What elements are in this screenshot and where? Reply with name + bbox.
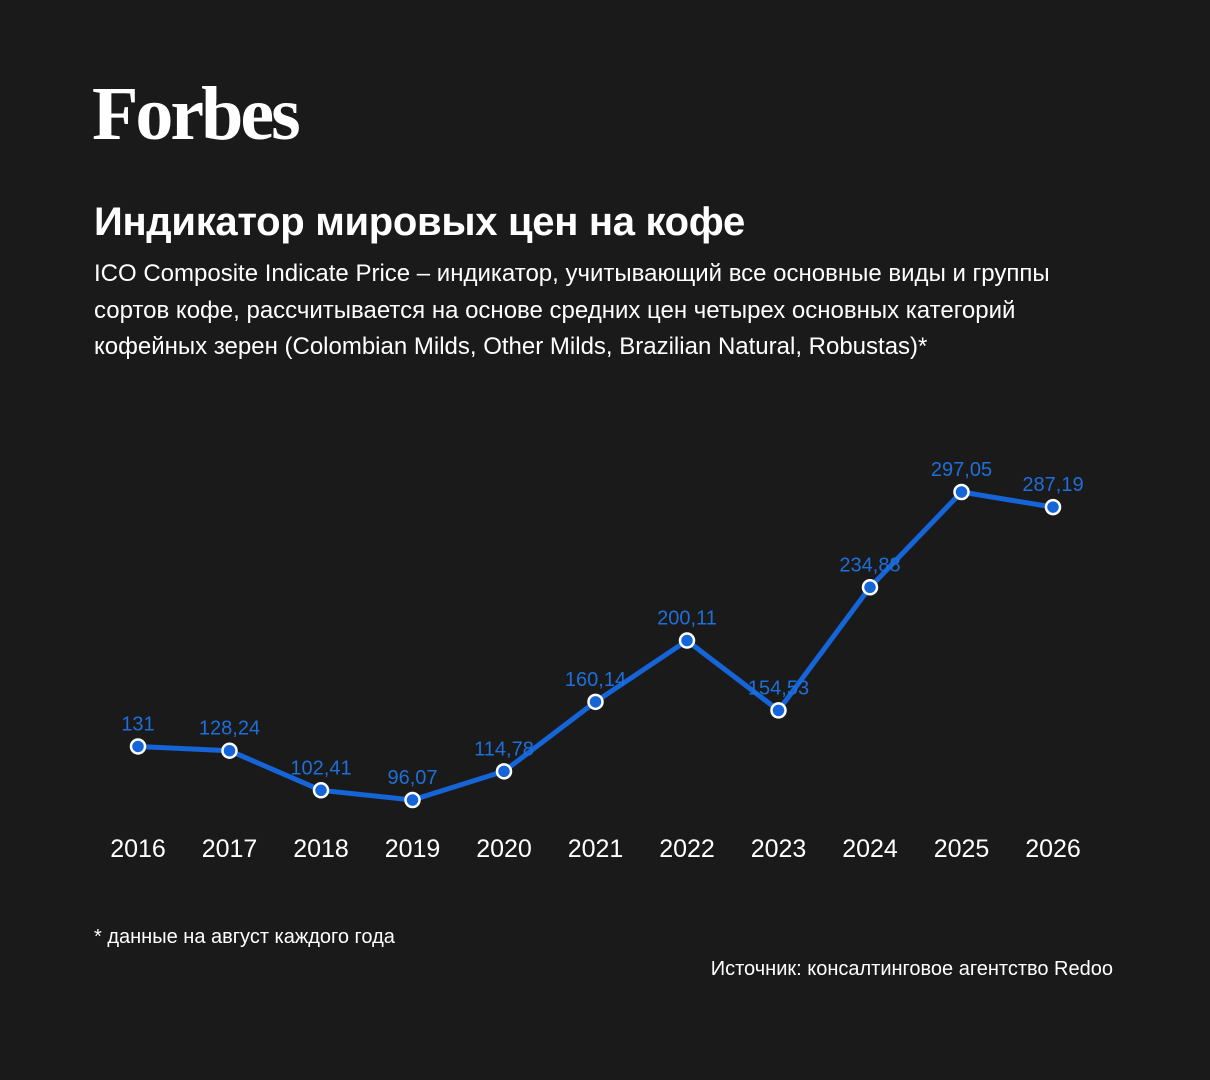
x-tick-label: 2016 — [110, 835, 166, 863]
data-point — [678, 632, 696, 649]
x-tick-label: 2024 — [842, 835, 898, 863]
data-point — [587, 693, 604, 711]
data-point — [495, 763, 513, 780]
chart-title: Индикатор мировых цен на кофе — [94, 200, 745, 244]
data-label: 102,41 — [290, 757, 351, 779]
x-tick-label: 2021 — [568, 835, 624, 863]
data-label: 234,88 — [839, 554, 900, 576]
data-label: 160,14 — [565, 669, 626, 691]
data-label: 154,53 — [748, 677, 809, 699]
data-point — [770, 702, 787, 719]
data-label: 287,19 — [1022, 474, 1083, 496]
data-point — [404, 791, 421, 809]
x-tick-label: 2023 — [751, 835, 807, 863]
data-label: 131 — [121, 713, 154, 735]
chart-subtitle: ICO Composite Indicate Price – индикатор… — [94, 260, 1050, 360]
x-tick-label: 2017 — [202, 835, 258, 863]
data-point — [953, 483, 970, 501]
x-tick-label: 2020 — [476, 835, 532, 863]
x-tick-label: 2018 — [293, 835, 349, 863]
x-tick-label: 2026 — [1025, 835, 1081, 863]
x-tick-label: 2025 — [934, 835, 990, 863]
data-point — [312, 782, 330, 799]
data-label: 96,07 — [387, 767, 437, 789]
data-point — [221, 742, 238, 759]
data-label: 114,78 — [474, 738, 534, 760]
line-chart: 131 128,24 102,41 96,07 114,78 160,14 200,11 15… — [110, 459, 1083, 863]
footnote: * данные на август каждого года — [94, 926, 395, 948]
x-tick-label: 2019 — [385, 835, 441, 863]
x-tick-label: 2022 — [659, 835, 715, 863]
data-label: 200,11 — [657, 608, 717, 630]
data-point — [861, 579, 879, 596]
data-point — [129, 738, 147, 755]
source-note: Источник: консалтинговое агентство Redoo — [710, 958, 1113, 980]
data-label: 297,05 — [931, 459, 992, 481]
forbes-logo: Forbes — [92, 72, 301, 156]
data-point — [1044, 498, 1062, 516]
series-line — [135, 489, 1056, 803]
data-label: 128,24 — [199, 718, 260, 740]
